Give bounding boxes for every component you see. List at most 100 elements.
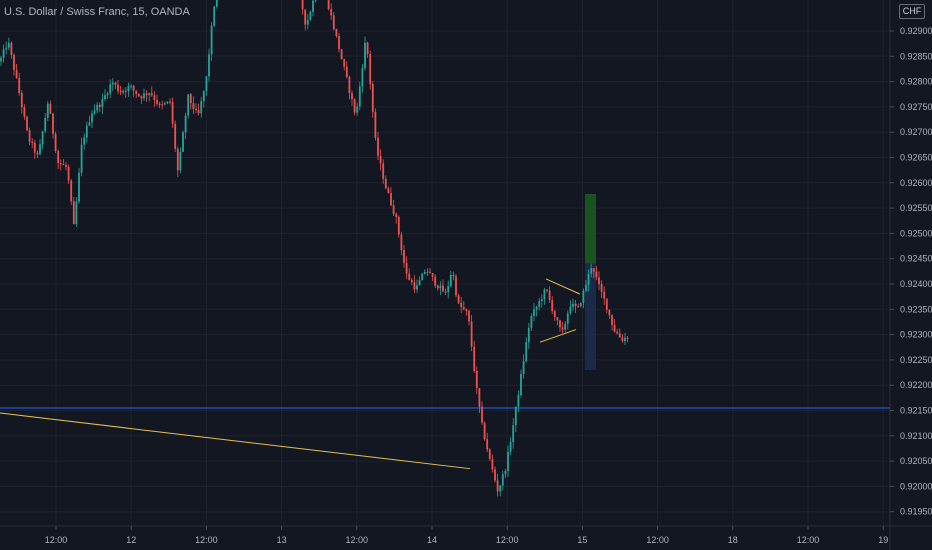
candle-body	[582, 290, 585, 303]
candle-body	[504, 471, 507, 475]
time-tick-label: 19	[878, 535, 888, 545]
candle-body	[41, 131, 44, 145]
price-tick-label: 0.92850	[900, 51, 932, 61]
candle-body	[130, 85, 132, 87]
candle-body	[416, 285, 418, 290]
candle-body	[312, 0, 314, 12]
candle-body	[538, 301, 541, 307]
candle-body	[49, 103, 52, 114]
candle-body	[423, 271, 426, 274]
candle-body	[140, 96, 143, 99]
candle-body	[624, 337, 626, 342]
price-axis[interactable]: 0.92900 0.92850 0.92800 0.92750 0.92700 0.926…	[890, 26, 932, 517]
candle-body	[444, 291, 447, 293]
candle-body	[590, 268, 593, 274]
candle-body	[512, 425, 515, 442]
time-axis[interactable]: 12:00 12 12:00 13 12:00 14 12:00 15 12:00 18 12:00…	[45, 526, 888, 545]
price-tick-label: 0.92400	[900, 279, 932, 289]
long-position-stop-zone	[585, 263, 596, 371]
candle-body	[31, 141, 34, 143]
candle-body	[397, 216, 400, 235]
candle-body	[559, 320, 561, 328]
candle-body	[57, 150, 60, 164]
candle-body	[400, 234, 403, 251]
candle-body	[5, 47, 8, 50]
candle-body	[561, 327, 564, 330]
candle-body	[348, 77, 351, 93]
candle-body	[618, 333, 621, 338]
time-tick-label: 12:00	[646, 535, 669, 545]
candle-body	[520, 374, 522, 396]
candle-body	[166, 101, 169, 104]
time-tick-label: 12:00	[195, 535, 218, 545]
price-tick-label: 0.92200	[900, 380, 932, 390]
candle-body	[426, 271, 429, 273]
candle-body	[179, 151, 182, 171]
candle-body	[460, 302, 463, 308]
time-tick-label: 15	[577, 535, 587, 545]
candle-body	[54, 133, 57, 151]
price-tick-label: 0.92650	[900, 153, 932, 163]
candle-body	[613, 324, 616, 332]
candle-body	[145, 93, 148, 96]
candle-body	[109, 84, 112, 94]
candle-body	[98, 104, 101, 108]
candle-body	[527, 327, 530, 343]
candle-body	[23, 107, 26, 117]
candle-body	[431, 273, 434, 277]
candle-body	[475, 370, 478, 389]
candle-body	[195, 108, 197, 110]
time-tick-label: 14	[427, 535, 437, 545]
candle-body	[111, 82, 114, 85]
candle-body	[546, 289, 548, 291]
price-tick-label: 0.92500	[900, 228, 932, 238]
candle-body	[119, 90, 122, 93]
candle-body	[132, 85, 135, 91]
candle-body	[304, 9, 307, 25]
time-tick-label: 18	[728, 535, 738, 545]
candle-body	[494, 469, 496, 481]
candle-body	[65, 164, 67, 167]
candle-body	[306, 20, 309, 25]
price-tick-label: 0.92150	[900, 406, 932, 416]
candle-body	[429, 271, 431, 274]
grid-lines	[0, 0, 890, 526]
price-tick-label: 0.92700	[900, 127, 932, 137]
candle-body	[210, 25, 213, 55]
candle-body	[572, 303, 574, 307]
price-tick-label: 0.92550	[900, 203, 932, 213]
candle-body	[566, 313, 569, 324]
candle-body	[356, 106, 359, 113]
candle-body	[174, 123, 177, 149]
candle-body	[369, 53, 372, 84]
candle-body	[592, 268, 595, 272]
candle-body	[96, 104, 99, 111]
time-tick-label: 12:00	[496, 535, 519, 545]
candle-body	[327, 0, 330, 10]
time-tick-label: 13	[277, 535, 287, 545]
candle-body	[600, 284, 603, 292]
candle-body	[366, 42, 369, 54]
candle-body	[470, 321, 473, 347]
candle-body	[72, 201, 75, 225]
candle-body	[436, 285, 439, 289]
chart-title: U.S. Dollar / Swiss Franc, 15, OANDA	[4, 6, 190, 18]
candle-body	[15, 70, 18, 79]
candle-body	[551, 299, 554, 312]
time-tick-label: 12	[126, 535, 136, 545]
candle-body	[330, 9, 333, 16]
price-tick-label: 0.92900	[900, 26, 932, 36]
candle-body	[28, 130, 31, 142]
currency-badge[interactable]: CHF	[899, 4, 925, 19]
candle-body	[530, 315, 533, 328]
candle-body	[117, 84, 119, 91]
candle-body	[587, 273, 590, 285]
candle-body	[189, 94, 192, 104]
candle-body	[345, 66, 348, 78]
candle-body	[384, 178, 387, 189]
price-tick-label: 0.92000	[900, 481, 932, 491]
candle-body	[192, 103, 195, 109]
candle-body	[540, 299, 543, 302]
candle-body	[153, 95, 156, 100]
